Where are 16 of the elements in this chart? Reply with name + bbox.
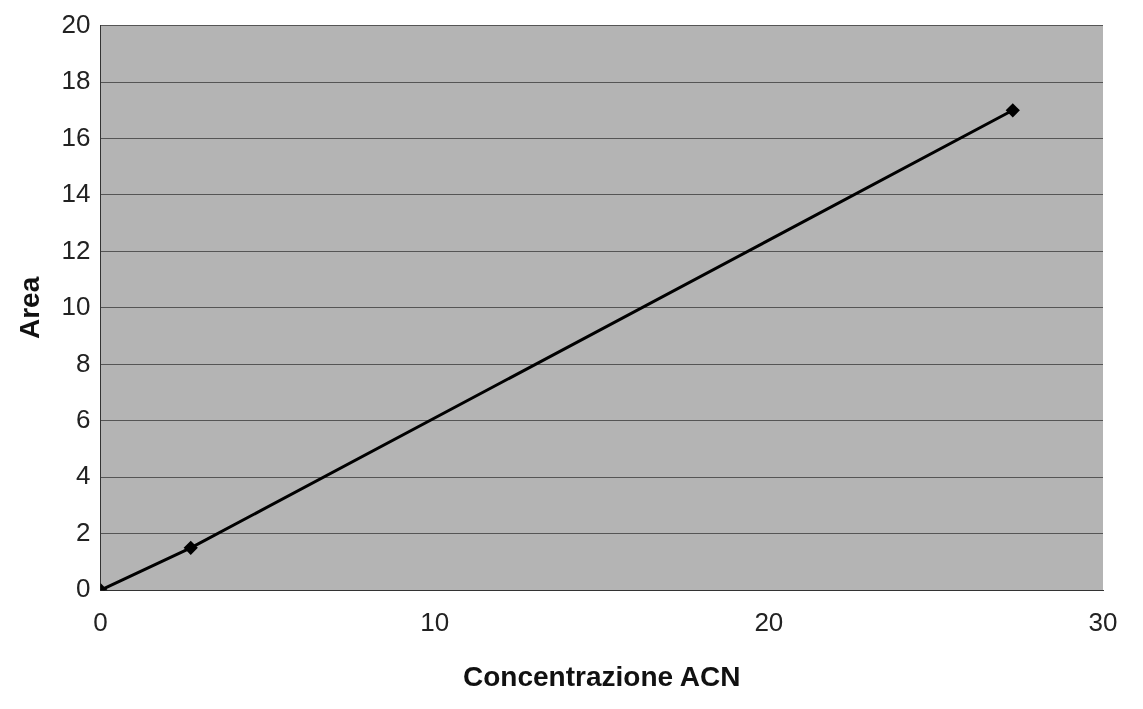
x-tick-label: 20 bbox=[754, 606, 784, 637]
y-tick-label: 6 bbox=[76, 403, 91, 434]
y-tick-label: 4 bbox=[76, 460, 91, 491]
y-tick-label: 8 bbox=[76, 347, 91, 378]
y-tick-label: 0 bbox=[76, 573, 91, 604]
y-tick-label: 14 bbox=[61, 178, 91, 209]
y-tick-label: 12 bbox=[61, 234, 91, 265]
y-tick-label: 2 bbox=[76, 516, 91, 547]
y-tick-label: 16 bbox=[61, 121, 91, 152]
x-tick-label: 10 bbox=[420, 606, 450, 637]
x-axis-title: Concentrazione ACN bbox=[463, 660, 741, 692]
y-tick-label: 20 bbox=[61, 8, 91, 39]
y-tick-label: 10 bbox=[61, 291, 91, 322]
x-tick-label: 30 bbox=[1088, 606, 1118, 637]
y-tick-label: 18 bbox=[61, 65, 91, 96]
y-axis-title: Area bbox=[13, 276, 45, 340]
